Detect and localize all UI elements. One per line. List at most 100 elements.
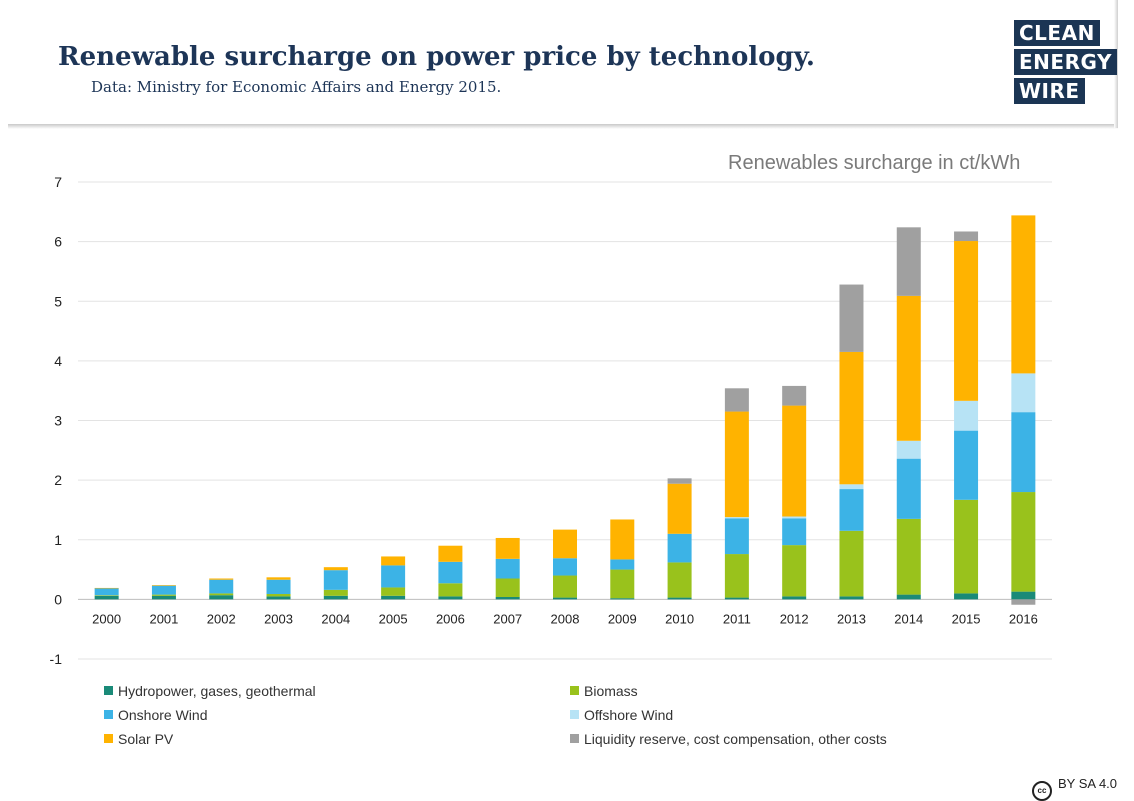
bar-segment <box>839 351 864 485</box>
bar-stack-2007 <box>495 537 520 600</box>
bar-segment <box>553 575 577 598</box>
header-divider <box>8 124 1118 129</box>
bar-segment <box>954 231 979 242</box>
legend-label: Onshore Wind <box>118 707 208 723</box>
x-tick-label: 2002 <box>207 611 236 626</box>
bar-segment <box>782 385 807 406</box>
legend-swatch <box>570 686 579 695</box>
bar-segment <box>1011 373 1036 413</box>
chart-subtitle: Data: Ministry for Economic Affairs and … <box>91 78 502 96</box>
bar-segment <box>151 595 176 600</box>
bar-segment <box>724 554 749 598</box>
bar-segment <box>724 517 749 519</box>
bar-segment <box>667 533 692 563</box>
bar-segment <box>438 596 463 600</box>
legend-item: Biomass <box>570 683 638 699</box>
bar-segment <box>954 241 979 401</box>
bar-segment <box>495 558 520 579</box>
bar-stack-2005 <box>381 556 406 600</box>
bar-segment <box>553 529 577 559</box>
y-tick-label: 3 <box>54 413 62 429</box>
bar-segment <box>381 565 406 588</box>
bar-segment <box>954 499 979 594</box>
bar-segment <box>610 519 635 560</box>
y-tick-label: 1 <box>54 532 62 548</box>
x-tick-label: 2013 <box>837 611 866 626</box>
bar-segment <box>954 400 979 431</box>
legend-item: Liquidity reserve, cost compensation, ot… <box>570 731 887 747</box>
bar-stack-2014 <box>896 227 921 600</box>
bar-stack-2010 <box>667 478 692 600</box>
bar-segment <box>896 227 921 296</box>
bar-stack-2001 <box>151 585 176 600</box>
x-tick-label: 2007 <box>493 611 522 626</box>
bar-segment <box>1011 599 1036 605</box>
bar-segment <box>782 518 807 546</box>
bar-stacks <box>94 215 1036 605</box>
legend-label: Liquidity reserve, cost compensation, ot… <box>584 731 887 747</box>
bar-segment <box>94 595 119 600</box>
bar-segment <box>266 577 291 580</box>
bar-segment <box>667 597 692 600</box>
bar-segment <box>381 556 406 566</box>
bar-segment <box>1011 215 1036 374</box>
bar-segment <box>954 430 979 500</box>
bar-segment <box>151 594 176 596</box>
clean-energy-wire-logo: CLEAN ENERGY WIRE <box>1014 20 1117 107</box>
bar-segment <box>1011 492 1036 592</box>
x-tick-label: 2006 <box>436 611 465 626</box>
bar-segment <box>209 593 234 596</box>
x-tick-label: 2012 <box>780 611 809 626</box>
bar-segment <box>896 458 921 519</box>
bar-segment <box>553 558 577 576</box>
bar-segment <box>323 595 348 600</box>
x-tick-label: 2014 <box>894 611 923 626</box>
bar-stack-2016 <box>1011 215 1036 605</box>
bar-segment <box>209 579 234 594</box>
legend-swatch <box>104 686 113 695</box>
x-tick-label: 2010 <box>665 611 694 626</box>
bar-stack-2006 <box>438 545 463 600</box>
bar-segment <box>839 484 864 490</box>
bar-segment <box>667 562 692 598</box>
bar-segment <box>553 597 577 600</box>
x-tick-label: 2008 <box>551 611 580 626</box>
unit-label: Renewables surcharge in ct/kWh <box>728 152 1021 174</box>
bar-segment <box>266 596 291 600</box>
bar-stack-2003 <box>266 577 291 600</box>
x-tick-label: 2009 <box>608 611 637 626</box>
bar-segment <box>1011 412 1036 493</box>
bar-segment <box>323 567 348 571</box>
legend-item: Offshore Wind <box>570 707 673 723</box>
y-tick-label: 6 <box>54 234 62 250</box>
bar-segment <box>94 595 119 596</box>
bar-segment <box>724 597 749 600</box>
legend-item: Onshore Wind <box>104 707 207 723</box>
y-tick-label: -1 <box>50 651 63 667</box>
bar-segment <box>896 295 921 441</box>
bar-stack-2002 <box>209 578 234 600</box>
bar-segment <box>495 578 520 597</box>
y-axis-tick-labels: -1 0 1 2 3 4 5 6 7 <box>50 174 63 667</box>
bar-stack-2015 <box>954 231 979 600</box>
y-tick-label: 4 <box>54 353 62 369</box>
bar-segment <box>782 596 807 600</box>
x-tick-label: 2003 <box>264 611 293 626</box>
bar-segment <box>266 594 291 597</box>
header-band <box>0 0 1134 130</box>
bar-segment <box>151 585 176 586</box>
bar-segment <box>667 478 692 484</box>
y-tick-label: 7 <box>54 174 62 190</box>
bar-segment <box>782 516 807 519</box>
bar-stack-2004 <box>323 567 348 600</box>
bar-segment <box>381 587 406 596</box>
bar-segment <box>954 593 979 600</box>
bar-segment <box>724 411 749 518</box>
bar-segment <box>610 569 635 599</box>
bar-segment <box>151 585 176 595</box>
bar-segment <box>1011 591 1036 600</box>
legend-swatch <box>104 734 113 743</box>
y-tick-label: 5 <box>54 293 62 309</box>
bar-stack-2012 <box>782 385 807 600</box>
